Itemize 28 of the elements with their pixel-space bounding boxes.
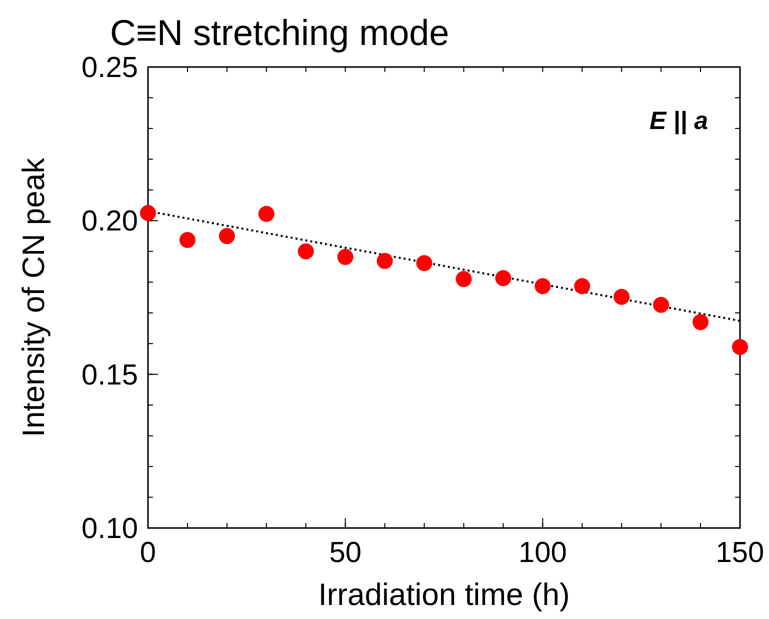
point [574, 278, 590, 294]
y-tick-label: 0.20 [82, 206, 138, 238]
point [534, 278, 551, 294]
y-tick-label: 0.10 [82, 513, 138, 545]
annotation: E || a [650, 107, 708, 135]
point [179, 232, 196, 248]
point [495, 270, 512, 286]
point [218, 228, 235, 244]
x-tick-label: 100 [518, 537, 567, 569]
x-tick-label: 0 [140, 537, 156, 569]
y-tick-label: 0.15 [82, 359, 138, 392]
point [337, 248, 354, 265]
x-tick-label: 150 [716, 537, 764, 569]
point [456, 271, 472, 288]
chart-title: C≡N stretching mode [110, 12, 450, 53]
point [614, 288, 630, 305]
point [653, 296, 670, 313]
x-tick-label: 50 [329, 537, 362, 569]
point [416, 255, 432, 272]
point [140, 204, 156, 221]
y-tick-label: 0.25 [82, 52, 138, 84]
point [732, 338, 748, 355]
point [376, 252, 393, 269]
point [258, 206, 274, 222]
y-axis-title: Intensity of CN peak [16, 157, 51, 438]
x-axis-title: Irradiation time (h) [318, 577, 570, 612]
point [692, 314, 709, 330]
point [298, 243, 314, 260]
